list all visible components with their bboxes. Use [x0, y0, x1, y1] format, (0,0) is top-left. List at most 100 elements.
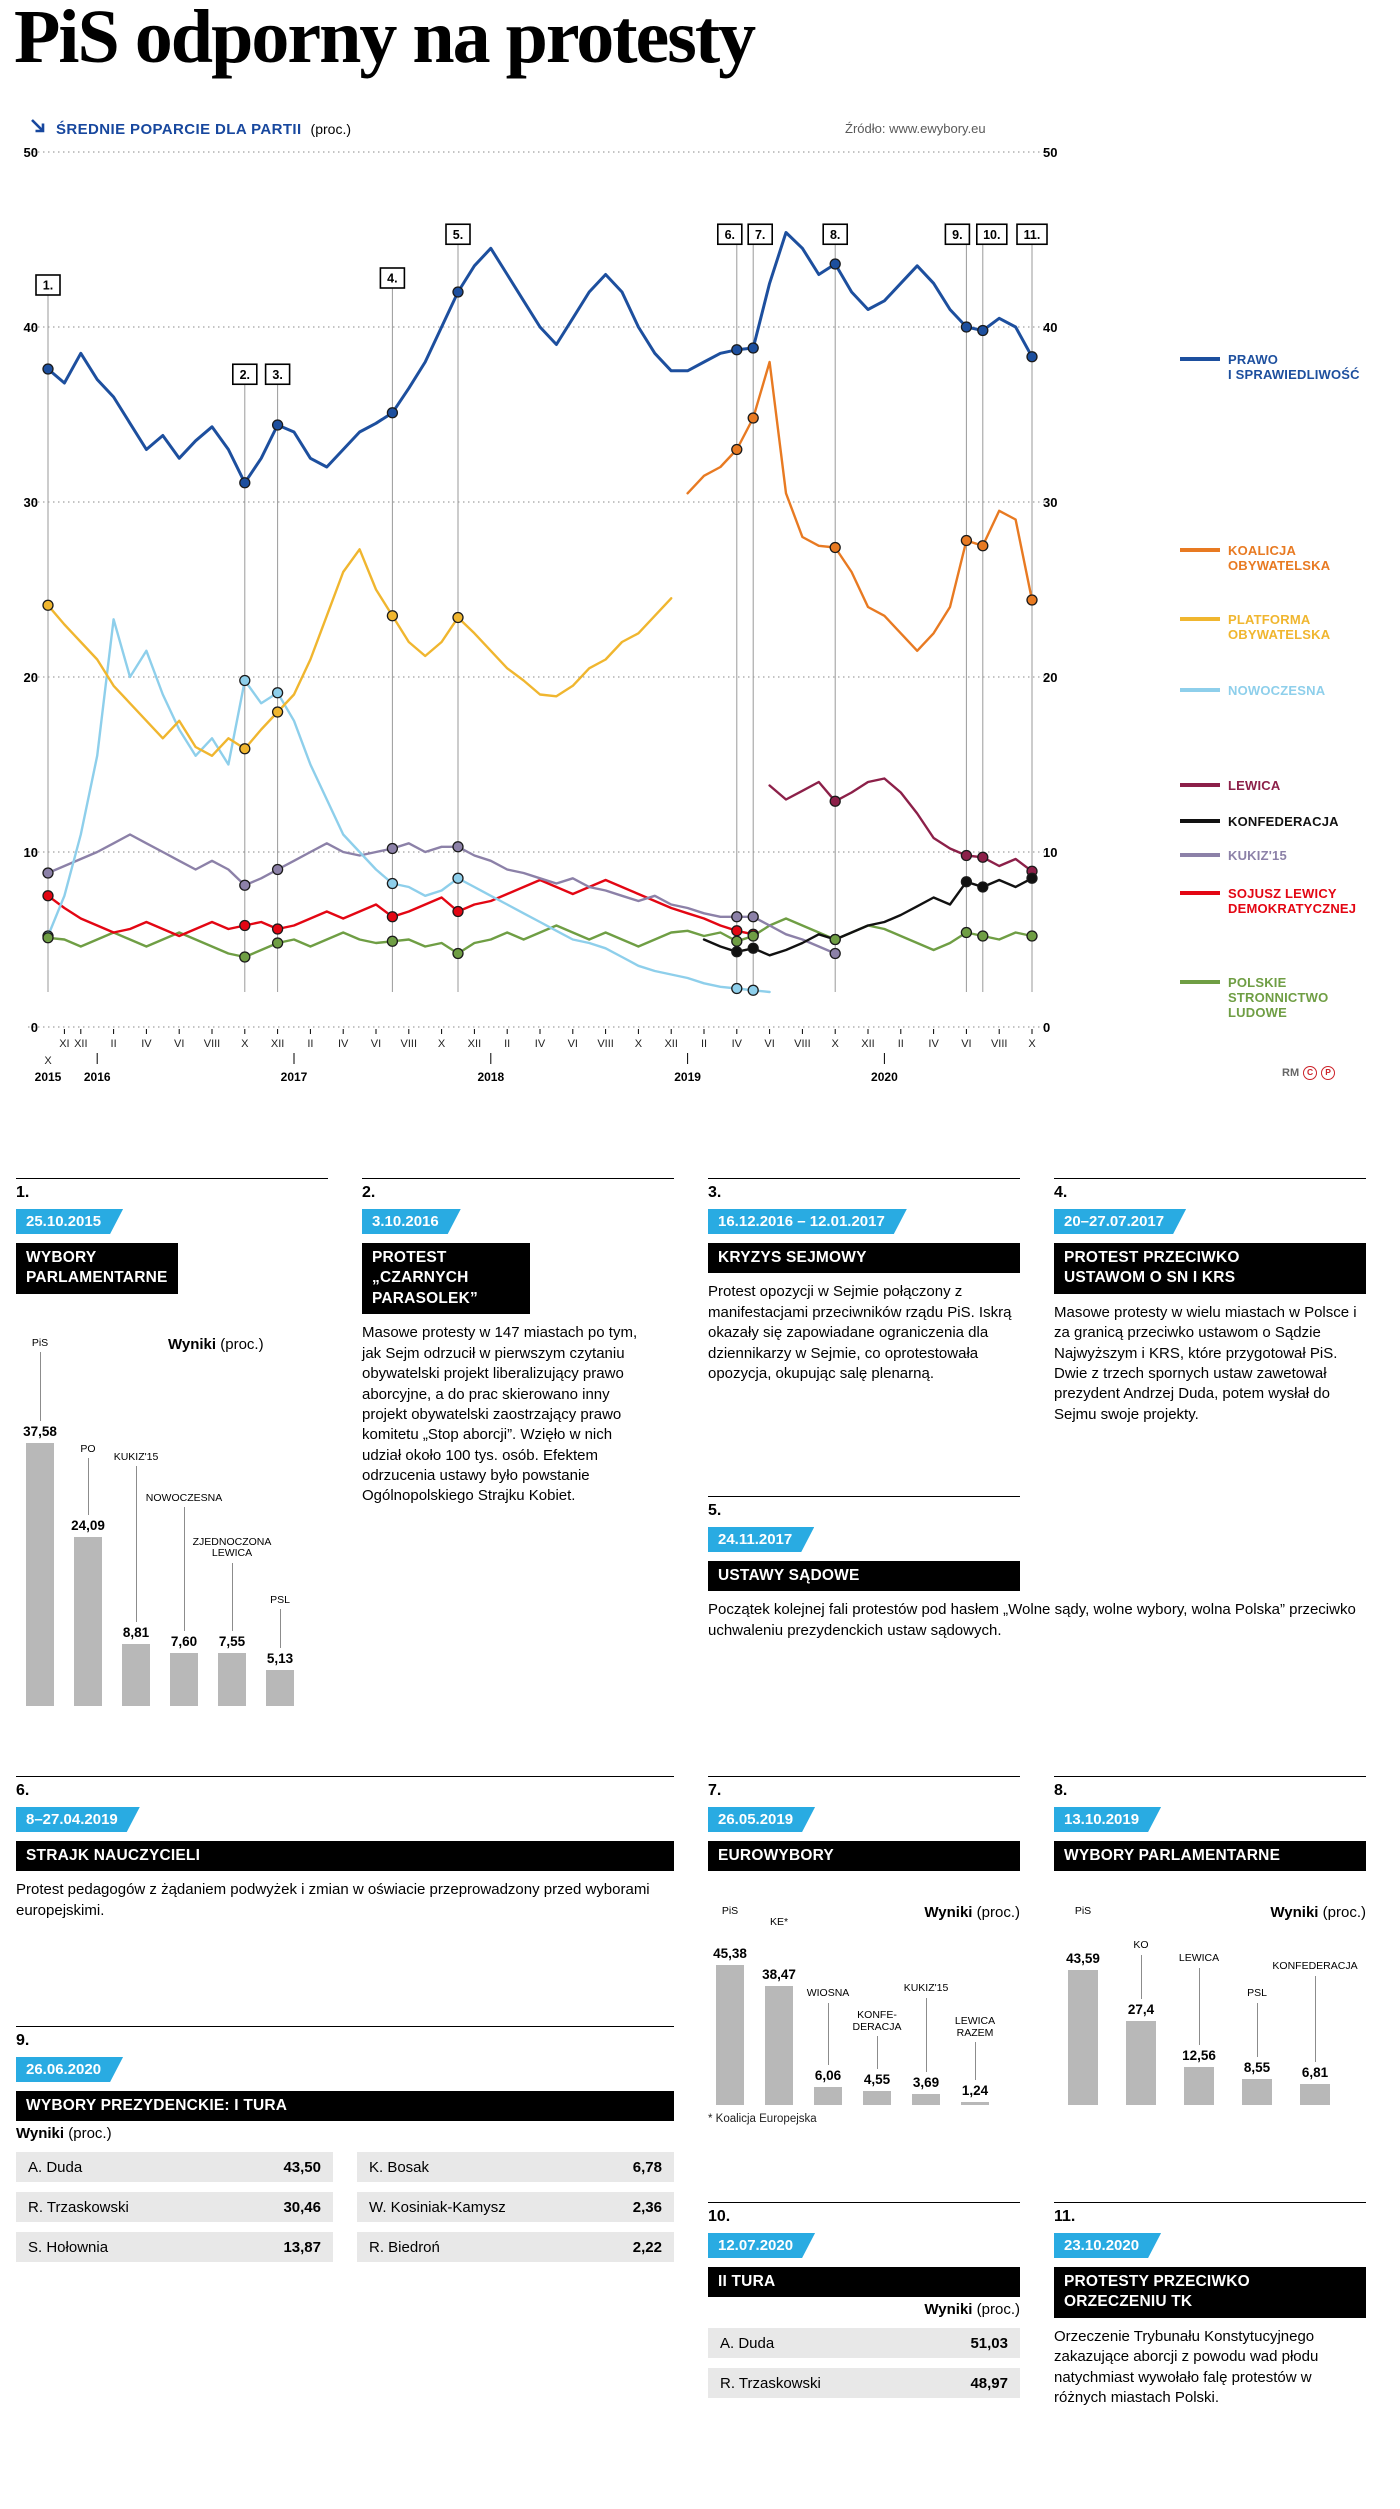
candidate-result: 30,46 — [283, 2198, 321, 2216]
legend-label: PRAWO I SPRAWIEDLIWOŚĆ — [1228, 352, 1360, 382]
legend-swatch — [1180, 980, 1220, 984]
event-dot-kukiz15 — [452, 841, 464, 853]
event-number: 10. — [708, 2208, 731, 2225]
event-section-7: 7. 26.05.2019 EUROWYBORY Wyniki (proc.) … — [708, 1776, 1020, 2125]
credit-initials: RM — [1282, 1067, 1300, 1079]
event-marker-box — [822, 223, 849, 246]
result-value: 7,60 — [170, 1633, 198, 1649]
event-dot-konfederacja — [747, 942, 759, 954]
event-dots — [42, 258, 1038, 996]
result-party-label: PiS — [721, 1905, 739, 1918]
event-dot-kukiz15 — [731, 911, 743, 923]
svg-text:X: X — [241, 1038, 249, 1050]
event-title: II TURA — [708, 2267, 1020, 2298]
svg-text:2015: 2015 — [35, 1070, 62, 1084]
svg-text:II: II — [898, 1038, 904, 1050]
leader-line — [232, 1562, 233, 1632]
results-column-right: K. Bosak 6,78 W. Kosiniak-Kamysz 2,36 R. Bie… — [357, 2152, 674, 2272]
svg-text:2020: 2020 — [871, 1070, 898, 1084]
legend-item: PRAWO I SPRAWIEDLIWOŚĆ — [1180, 352, 1360, 382]
result-row: A. Duda 51,03 — [708, 2328, 1020, 2359]
svg-text:VIII: VIII — [991, 1038, 1008, 1050]
event-dot-ko — [747, 412, 759, 424]
result-row: K. Bosak 6,78 — [357, 2152, 674, 2183]
event-dot-sld — [239, 919, 251, 932]
event-dot-nowoczesna — [747, 984, 759, 996]
legend-swatch — [1180, 548, 1220, 552]
result-bar — [863, 2091, 891, 2106]
event-marker-box — [747, 223, 774, 246]
event-date-flag: 3.10.2016 — [362, 1209, 461, 1234]
svg-text:X: X — [832, 1038, 840, 1050]
svg-text:40: 40 — [24, 320, 38, 335]
series-line-konfederacja — [702, 877, 1034, 957]
result-value: 24,09 — [71, 1518, 105, 1534]
svg-text:VI: VI — [961, 1038, 971, 1050]
source-note: Źródło: www.ewybory.eu — [845, 121, 986, 136]
svg-text:XII: XII — [664, 1038, 677, 1050]
series-line-ko — [686, 360, 1034, 652]
svg-text:30: 30 — [24, 495, 38, 510]
event-dot-kukiz15 — [747, 911, 759, 923]
event-title: WYBORY PREZYDENCKIE: I TURA — [16, 2091, 674, 2122]
event-dot-sld — [42, 890, 54, 902]
event-number: 7. — [708, 1782, 722, 1799]
result-row: R. Trzaskowski 30,46 — [16, 2192, 333, 2223]
svg-text:VI: VI — [174, 1038, 184, 1050]
result-party-label: KONFE- DERACJA — [852, 2009, 902, 2033]
event-section-4: 4. 20–27.07.2017 PROTEST PRZECIWKO USTAW… — [1054, 1178, 1366, 1425]
event-body: Protest opozycji w Sejmie połączony z ma… — [708, 1283, 1012, 1383]
result-party-label: ZJEDNOCZONA LEWICA — [192, 1535, 272, 1560]
event-number: 2. — [362, 1184, 376, 1201]
event-dot-ko — [977, 540, 989, 552]
result-bar — [814, 2086, 842, 2106]
event-title: PROTESTY PRZECIWKO ORZECZENIU TK — [1054, 2267, 1366, 2318]
page-title: PiS odporny na protesty — [14, 0, 756, 79]
svg-text:IV: IV — [535, 1038, 546, 1050]
result-party-label: PSL — [1247, 1987, 1267, 2000]
result-value: 6,06 — [814, 2067, 842, 2083]
svg-text:3.: 3. — [272, 368, 282, 382]
result-value: 1,24 — [961, 2082, 989, 2098]
svg-text:7.: 7. — [755, 228, 765, 242]
event-marker-box — [944, 223, 971, 246]
leader-line — [926, 1997, 927, 2072]
result-party-label: PiS — [31, 1336, 49, 1349]
event-dot-psl — [271, 937, 284, 949]
result-party-label: NOWOCZESNA — [145, 1491, 223, 1504]
event-dot-konfederacja — [960, 876, 973, 888]
event-dot-po — [42, 599, 54, 611]
svg-text:VIII: VIII — [597, 1038, 614, 1050]
svg-text:20: 20 — [1043, 670, 1057, 685]
result-bar — [912, 2094, 940, 2106]
svg-text:50: 50 — [24, 148, 38, 160]
event-dot-nowoczesna — [731, 982, 743, 995]
event-number: 11. — [1054, 2208, 1076, 2225]
result-bar — [266, 1669, 294, 1706]
event-dot-konfederacja — [1026, 872, 1038, 884]
svg-text:10: 10 — [1043, 845, 1057, 860]
legend-item: NOWOCZESNA — [1180, 683, 1325, 698]
event-dot-pis — [386, 407, 399, 419]
svg-text:II: II — [504, 1038, 510, 1050]
event-dot-sld — [386, 911, 399, 923]
svg-text:XII: XII — [468, 1038, 481, 1050]
leader-line — [136, 1466, 137, 1623]
svg-text:11.: 11. — [1024, 228, 1041, 242]
results-table-round1: A. Duda 43,50 R. Trzaskowski 30,46 S. Hołown… — [16, 2152, 674, 2272]
event-body: Początek kolejnej fali protestów pod has… — [708, 1601, 1356, 1639]
result-party-label: KONFEDERACJA — [1272, 1960, 1358, 1973]
result-value: 7,55 — [218, 1634, 246, 1650]
svg-text:20: 20 — [24, 670, 38, 685]
event-section-3: 3. 16.12.2016 – 12.01.2017 KRYZYS SEJMOW… — [708, 1178, 1020, 1384]
svg-text:8.: 8. — [830, 228, 840, 242]
svg-text:10: 10 — [24, 845, 38, 860]
legend-item: KUKIZ'15 — [1180, 848, 1287, 863]
svg-text:0: 0 — [1043, 1020, 1050, 1035]
event-marker-box — [379, 267, 406, 289]
event-title: PROTEST „CZARNYCH PARASOLEK” — [362, 1243, 530, 1315]
result-value: 8,55 — [1243, 2059, 1271, 2075]
svg-text:X: X — [1028, 1038, 1036, 1050]
result-row: A. Duda 43,50 — [16, 2152, 333, 2183]
event-dot-psl — [452, 947, 464, 960]
